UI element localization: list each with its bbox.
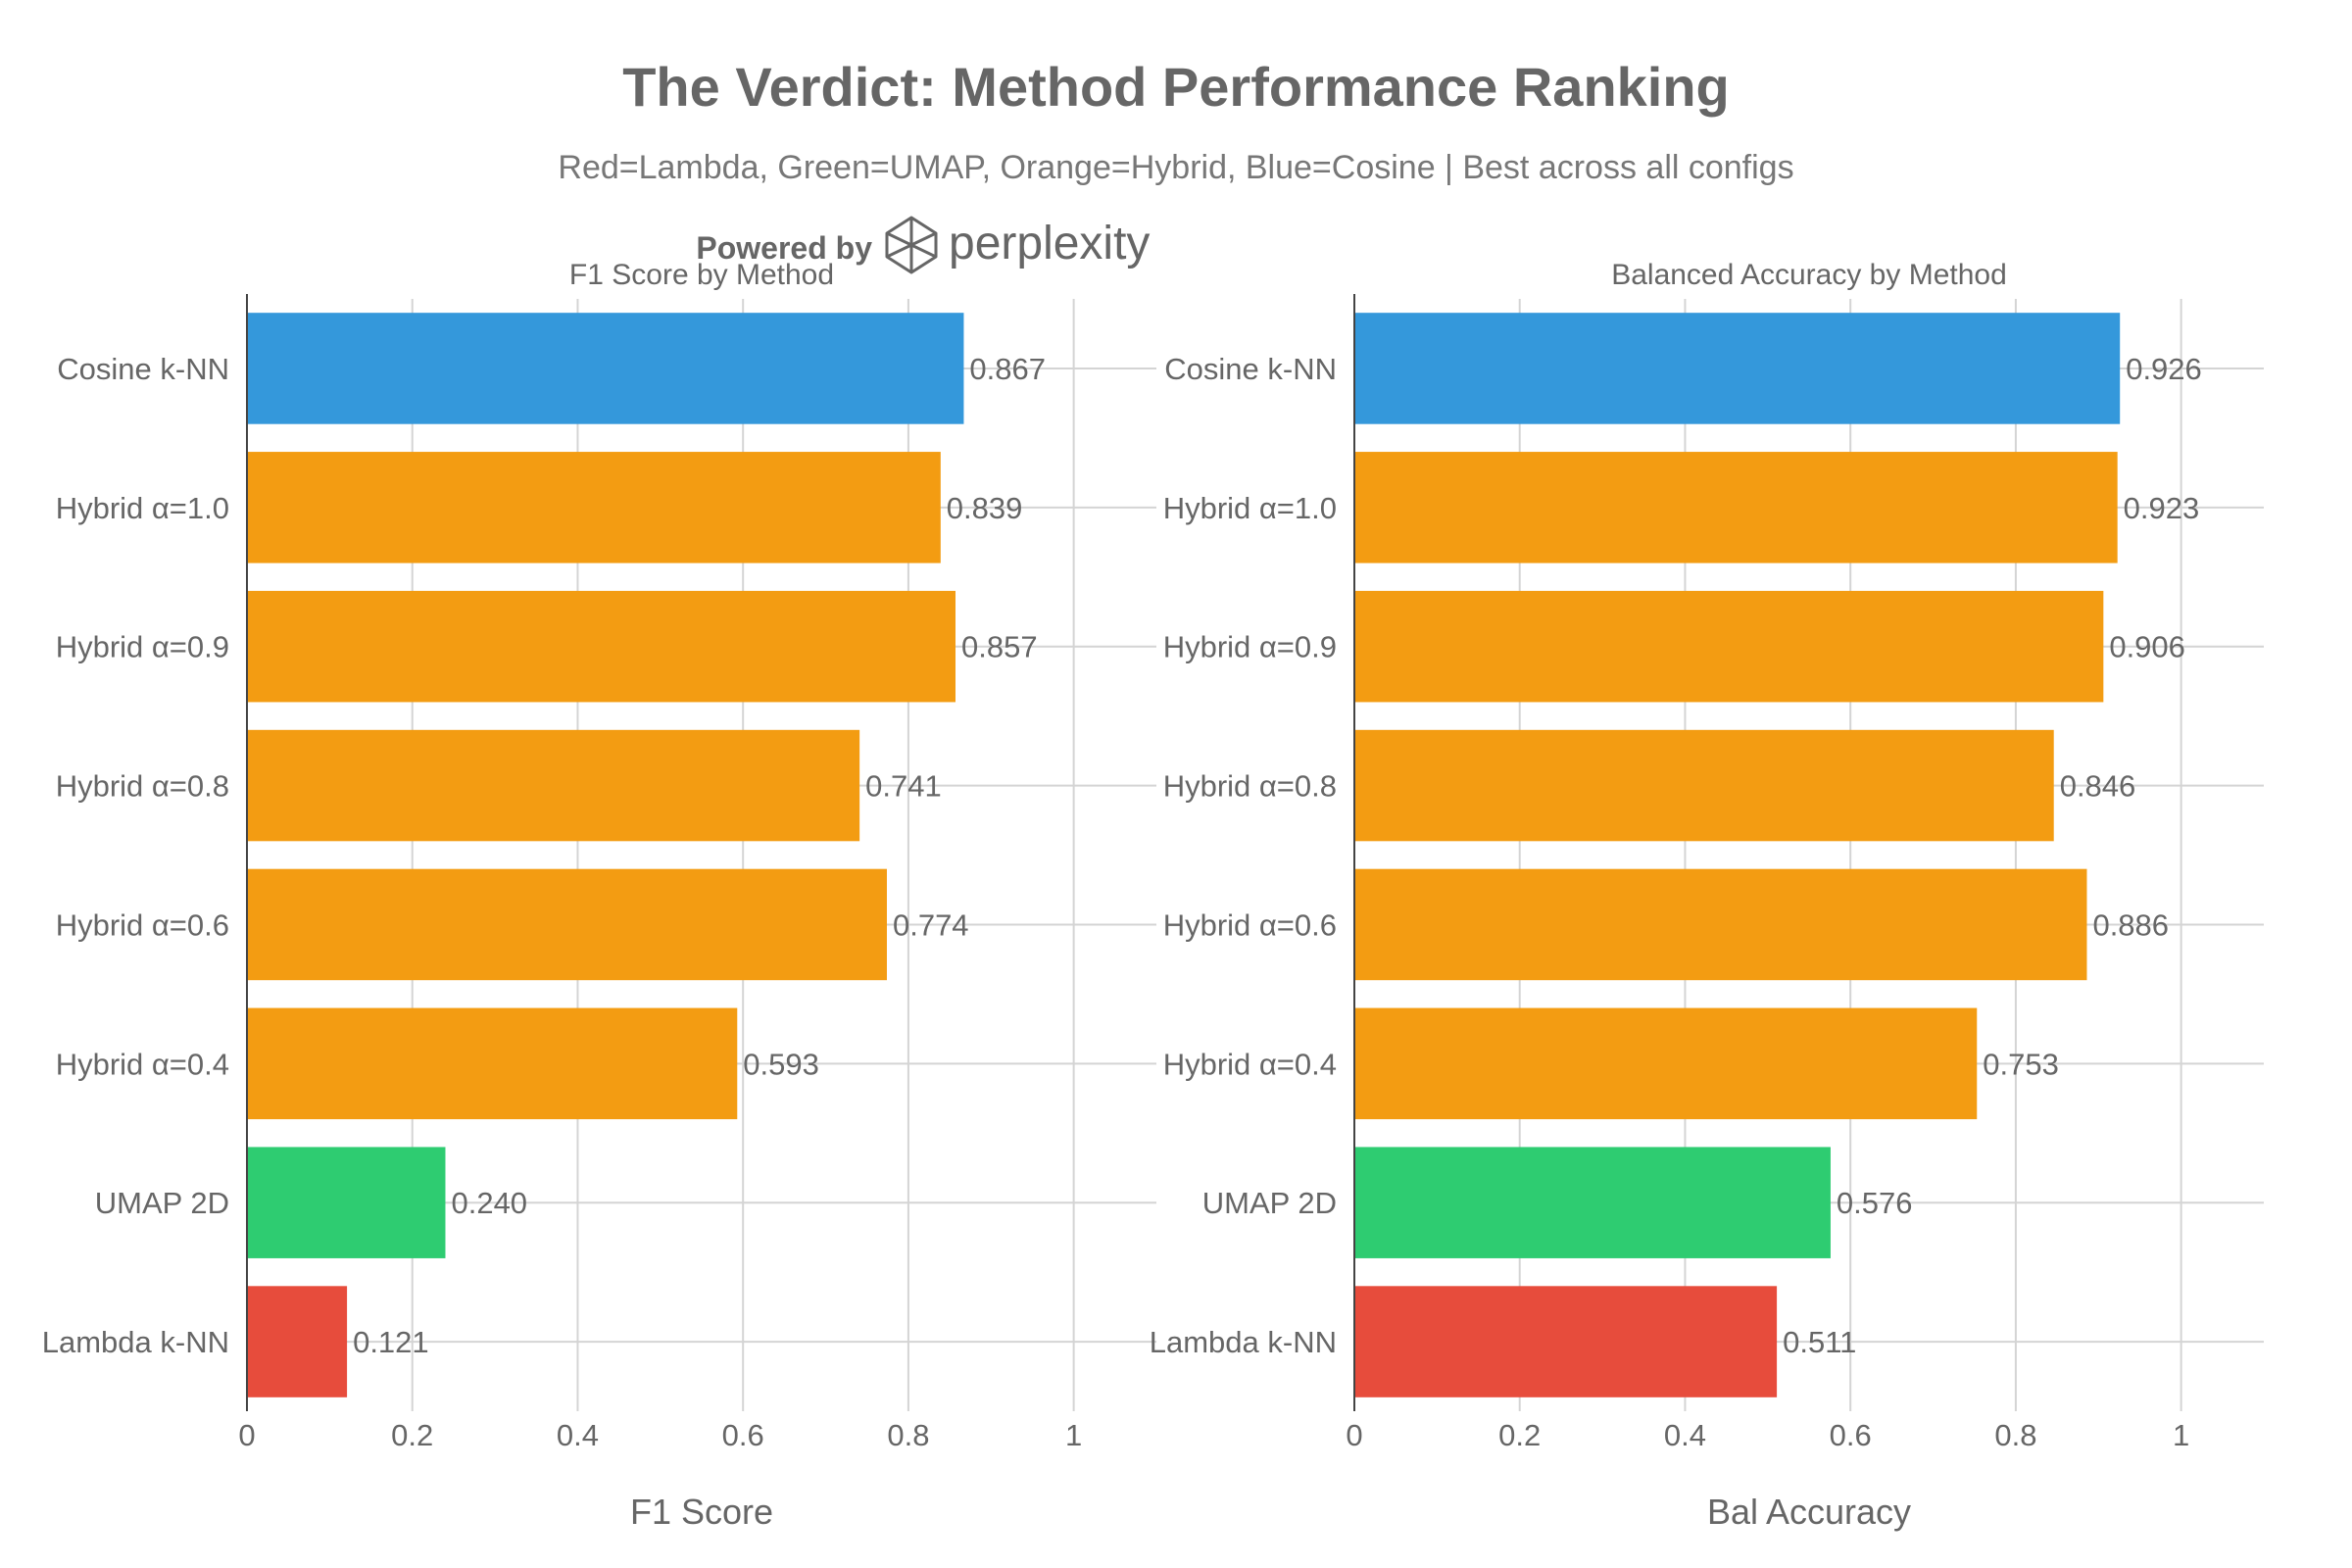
balacc-bar[interactable] bbox=[1354, 590, 2104, 703]
f1-category-label: Hybrid α=0.4 bbox=[56, 1047, 229, 1081]
f1-value-label: 0.867 bbox=[969, 352, 1046, 386]
f1-x-axis-title: F1 Score bbox=[630, 1492, 773, 1532]
balacc-category-label: Lambda k-NN bbox=[1150, 1325, 1337, 1359]
balacc-category-label: Hybrid α=0.4 bbox=[1163, 1047, 1337, 1081]
f1-bar[interactable] bbox=[247, 1007, 738, 1120]
balacc-bar[interactable] bbox=[1354, 1286, 1778, 1397]
f1-x-tick-label: 0.8 bbox=[887, 1418, 929, 1452]
balacc-value-label: 0.926 bbox=[2126, 352, 2202, 386]
balacc-value-label: 0.923 bbox=[2124, 491, 2200, 525]
balacc-value-label: 0.906 bbox=[2109, 630, 2185, 664]
perplexity-brand: perplexity bbox=[949, 218, 1150, 270]
balacc-x-tick-label: 0 bbox=[1346, 1418, 1362, 1452]
balacc-x-tick-label: 0.6 bbox=[1830, 1418, 1872, 1452]
f1-x-tick-label: 0.6 bbox=[722, 1418, 764, 1452]
f1-value-label: 0.741 bbox=[865, 769, 942, 804]
f1-category-label: Lambda k-NN bbox=[42, 1325, 229, 1359]
f1-value-label: 0.593 bbox=[743, 1047, 819, 1081]
balacc-category-label: Hybrid α=0.9 bbox=[1163, 630, 1337, 664]
f1-bar[interactable] bbox=[247, 729, 860, 842]
f1-value-label: 0.839 bbox=[947, 491, 1023, 525]
chart-title: The Verdict: Method Performance Ranking bbox=[622, 56, 1730, 118]
perplexity-logo-icon bbox=[885, 216, 938, 274]
balacc-x-tick-label: 0.4 bbox=[1664, 1418, 1706, 1452]
f1-category-label: Cosine k-NN bbox=[57, 352, 229, 386]
balacc-value-label: 0.846 bbox=[2060, 769, 2136, 804]
powered-by-watermark: Powered by perplexity bbox=[696, 216, 1150, 274]
f1-category-label: UMAP 2D bbox=[95, 1186, 229, 1220]
f1-value-label: 0.774 bbox=[893, 907, 969, 942]
f1-bar[interactable] bbox=[247, 1286, 348, 1397]
balacc-bar[interactable] bbox=[1354, 452, 2118, 564]
f1-category-label: Hybrid α=1.0 bbox=[56, 491, 229, 525]
balacc-bar[interactable] bbox=[1354, 729, 2054, 842]
f1-x-tick-label: 0 bbox=[238, 1418, 255, 1452]
balacc-value-label: 0.886 bbox=[2092, 907, 2169, 942]
f1-bar[interactable] bbox=[247, 868, 887, 981]
f1-value-label: 0.857 bbox=[961, 630, 1038, 664]
balacc-x-tick-label: 0.8 bbox=[1994, 1418, 2036, 1452]
f1-x-tick-label: 0.2 bbox=[391, 1418, 433, 1452]
f1-category-label: Hybrid α=0.9 bbox=[56, 630, 229, 664]
f1-category-label: Hybrid α=0.8 bbox=[56, 769, 229, 804]
f1-category-label: Hybrid α=0.6 bbox=[56, 907, 229, 942]
balacc-bar[interactable] bbox=[1354, 1147, 1831, 1258]
f1-bar[interactable] bbox=[247, 313, 964, 424]
balacc-x-tick-label: 0.2 bbox=[1498, 1418, 1541, 1452]
powered-by-label: Powered by bbox=[696, 230, 872, 266]
balacc-panel-title: Balanced Accuracy by Method bbox=[1611, 259, 2007, 291]
balacc-x-tick-label: 1 bbox=[2173, 1418, 2189, 1452]
balacc-category-label: Hybrid α=1.0 bbox=[1163, 491, 1337, 525]
f1-value-label: 0.240 bbox=[451, 1186, 527, 1220]
balacc-category-label: Cosine k-NN bbox=[1164, 352, 1337, 386]
f1-panel-title: F1 Score by Method bbox=[569, 259, 834, 291]
f1-score-panel: F1 Score by Method 0 0.2 0.4 0.6 0.8 1 Cosine k… bbox=[42, 259, 1156, 1532]
balacc-category-label: Hybrid α=0.6 bbox=[1163, 907, 1337, 942]
balacc-x-axis-title: Bal Accuracy bbox=[1707, 1492, 1911, 1532]
balacc-category-label: UMAP 2D bbox=[1202, 1186, 1337, 1220]
balacc-bar[interactable] bbox=[1354, 313, 2121, 424]
balacc-value-label: 0.753 bbox=[1983, 1047, 2059, 1081]
balacc-bar[interactable] bbox=[1354, 868, 2087, 981]
balanced-accuracy-panel: Balanced Accuracy by Method 0 0.2 0.4 0.6 0.8… bbox=[1150, 259, 2264, 1532]
balacc-bar[interactable] bbox=[1354, 1007, 1978, 1120]
chart-subtitle: Red=Lambda, Green=UMAP, Orange=Hybrid, B… bbox=[558, 149, 1793, 186]
f1-value-label: 0.121 bbox=[353, 1325, 429, 1359]
f1-x-tick-label: 0.4 bbox=[557, 1418, 599, 1452]
f1-bar[interactable] bbox=[247, 452, 941, 564]
balacc-value-label: 0.576 bbox=[1837, 1186, 1913, 1220]
f1-bar[interactable] bbox=[247, 1147, 446, 1258]
balacc-category-label: Hybrid α=0.8 bbox=[1163, 769, 1337, 804]
balacc-value-label: 0.511 bbox=[1783, 1325, 1856, 1359]
f1-bar[interactable] bbox=[247, 590, 956, 703]
f1-x-tick-label: 1 bbox=[1065, 1418, 1082, 1452]
